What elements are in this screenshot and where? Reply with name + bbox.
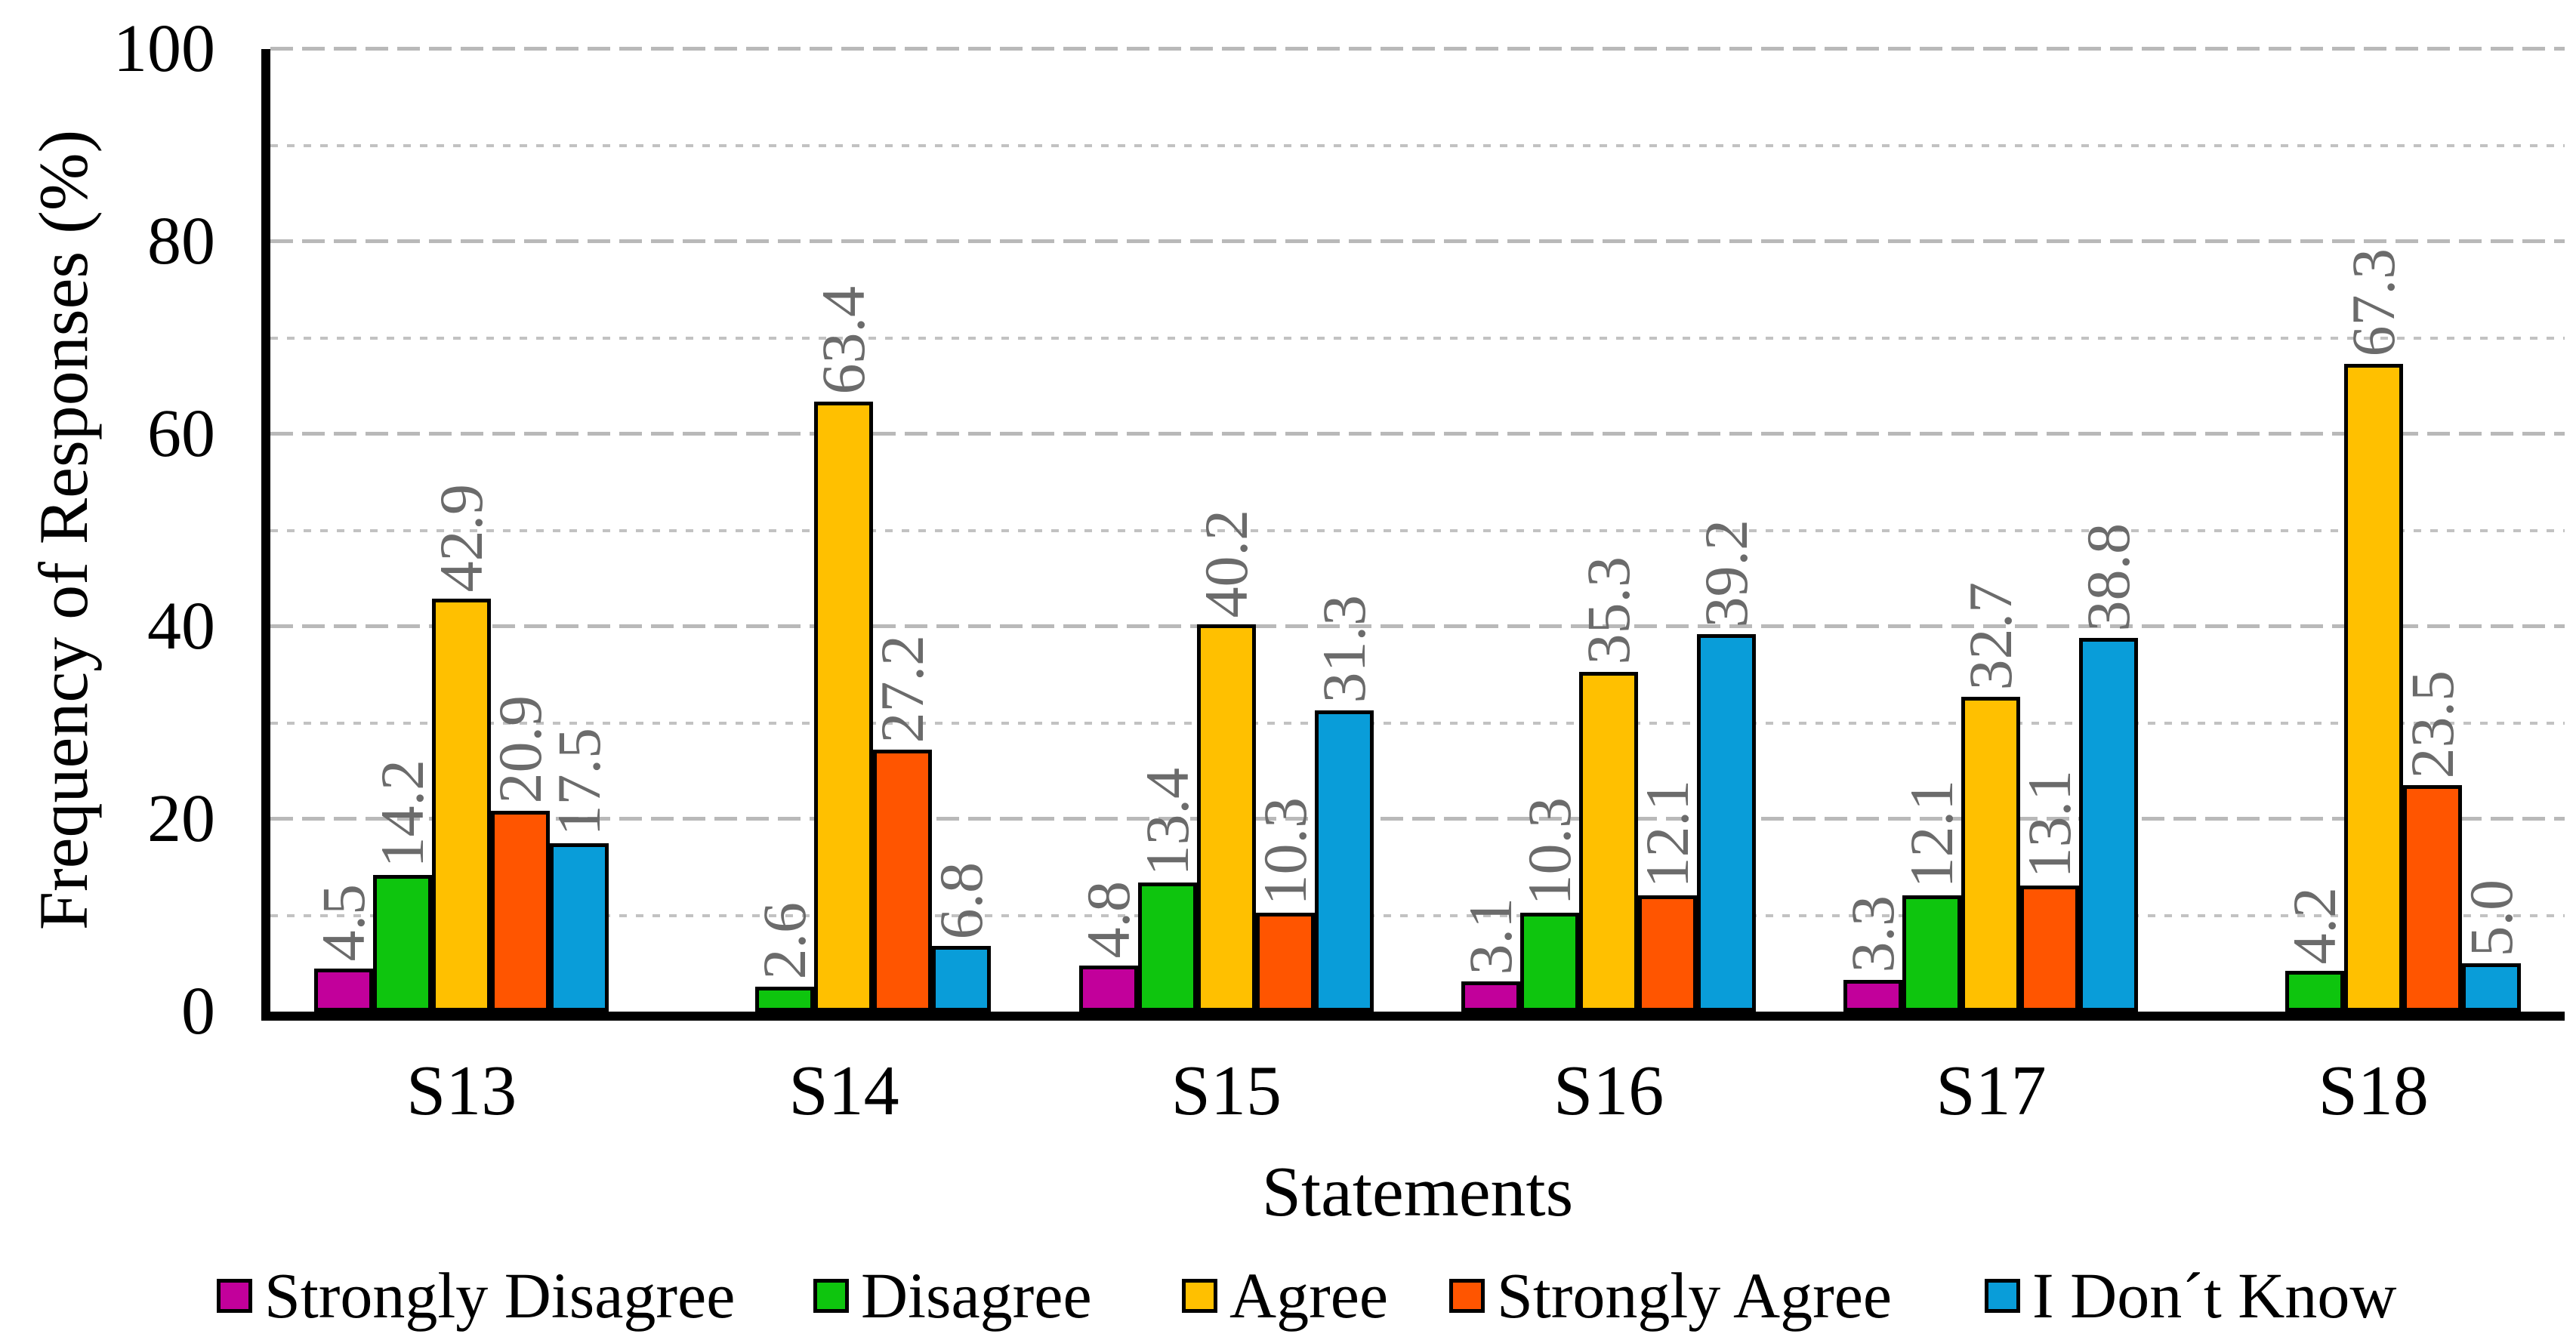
y-tick-label-40: 40 (147, 589, 215, 664)
bar-value-label: 5.0 (2456, 879, 2525, 957)
bar-value-label: 63.4 (809, 286, 878, 395)
x-tick-label-S18: S18 (2318, 1052, 2429, 1130)
y-tick-label-60: 60 (147, 396, 215, 471)
bar-S15-i-don-t-know: 31.3 (1310, 595, 1378, 1012)
bar-value-label: 4.8 (1073, 881, 1143, 959)
bar-value-label: 4.5 (309, 884, 378, 962)
plot-area: 4.5 14.2 42.9 20.9 17.5 2.6 63.4 27.2 6.8 4.8 13.4… (261, 47, 2565, 1021)
x-axis-ticks: S13 S14 S15 S16 S17 S18 (270, 1055, 2565, 1126)
bar-value-label: 17.5 (545, 728, 614, 836)
bar-value-label: 39.2 (1692, 519, 1761, 628)
bar-value-label: 23.5 (2397, 670, 2466, 779)
bar-value-label: 35.3 (1574, 556, 1643, 665)
bar-S18-strongly-agree: 23.5 (2398, 670, 2466, 1012)
y-tick-label-0: 0 (181, 974, 215, 1049)
legend-swatch (217, 1278, 252, 1313)
bar-S15-disagree: 13.4 (1133, 768, 1202, 1012)
bar-S14-strongly-agree: 27.2 (868, 635, 936, 1012)
bar-S13-strongly-disagree: 4.5 (309, 884, 378, 1012)
x-tick-label-S16: S16 (1553, 1052, 1664, 1130)
legend-label: I Don´t Know (2032, 1259, 2397, 1332)
legend-label: Strongly Disagree (264, 1259, 736, 1332)
bar-value-label: 27.2 (868, 634, 937, 744)
legend-swatch (1182, 1278, 1217, 1313)
bar-value-label: 13.4 (1132, 767, 1202, 876)
bar-S14-disagree: 2.6 (750, 902, 819, 1012)
bar-groups: 4.5 14.2 42.9 20.9 17.5 2.6 63.4 27.2 6.8 4.8 13.4… (270, 49, 2565, 1012)
y-tick-label-100: 100 (113, 11, 215, 86)
x-axis-title: Statements (1261, 1153, 1574, 1231)
bar-value-label: 14.2 (368, 759, 437, 868)
bar-S16-i-don-t-know: 39.2 (1692, 519, 1760, 1012)
bar-S17-agree: 32.7 (1956, 582, 2025, 1012)
bar-group-S15: 4.8 13.4 40.2 10.3 31.3 (1035, 49, 1418, 1012)
bar-value-label: 31.3 (1309, 595, 1378, 704)
bar-S15-strongly-disagree: 4.8 (1074, 881, 1143, 1012)
bar-S17-i-don-t-know: 38.8 (2074, 523, 2143, 1012)
bar-value-label: 3.3 (1838, 895, 1908, 973)
bar-S18-agree: 67.3 (2339, 248, 2408, 1012)
legend-swatch (1449, 1278, 1485, 1313)
legend-label: Agree (1229, 1259, 1389, 1332)
bar-value-label: 12.1 (1633, 780, 1702, 889)
bar-value-label: 10.3 (1515, 797, 1584, 906)
legend: Strongly Disagree Disagree Agree Strongly A… (0, 1259, 2576, 1335)
bar-group-S18: 4.2 67.3 23.5 5.0 (2183, 49, 2565, 1012)
bar-group-S17: 3.3 12.1 32.7 13.1 38.8 (1800, 49, 2182, 1012)
bar-S15-strongly-agree: 10.3 (1251, 797, 1319, 1012)
bar-value-label: 67.3 (2338, 248, 2408, 357)
bar-value-label: 38.8 (2074, 522, 2143, 632)
bar-value-label: 32.7 (1956, 581, 2025, 691)
bar-S13-disagree: 14.2 (368, 759, 437, 1012)
legend-label: Strongly Agree (1497, 1259, 1893, 1332)
bar-S16-disagree: 10.3 (1515, 797, 1584, 1012)
y-tick-label-20: 20 (147, 781, 215, 856)
legend-item-strongly-agree: Strongly Agree (1449, 1259, 1892, 1332)
bar-S18-disagree: 4.2 (2280, 887, 2349, 1012)
bar-value-label: 12.1 (1897, 780, 1967, 889)
bar-value-label: 6.8 (927, 861, 996, 940)
bar-S18-i-don-t-know: 5.0 (2457, 879, 2525, 1012)
bar-group-S13: 4.5 14.2 42.9 20.9 17.5 (270, 49, 652, 1012)
bar-group-S14: 2.6 63.4 27.2 6.8 (652, 49, 1035, 1012)
bar-value-label: 42.9 (427, 483, 496, 593)
bar-S17-strongly-disagree: 3.3 (1838, 895, 1907, 1012)
bar-value-label: 13.1 (2015, 770, 2084, 879)
legend-swatch (813, 1278, 849, 1313)
bar-value-label: 2.6 (750, 902, 819, 980)
bar-S16-agree: 35.3 (1574, 556, 1643, 1012)
bar-S17-strongly-agree: 13.1 (2015, 770, 2084, 1012)
x-tick-label-S14: S14 (788, 1052, 899, 1130)
bar-value-label: 40.2 (1191, 509, 1260, 618)
x-tick-label-S15: S15 (1171, 1052, 1282, 1130)
bar-value-label: 3.1 (1456, 897, 1526, 975)
bar-S13-strongly-agree: 20.9 (486, 695, 554, 1012)
bar-S16-strongly-agree: 12.1 (1633, 780, 1701, 1012)
bar-S14-i-don-t-know: 6.8 (927, 862, 995, 1012)
y-tick-label-80: 80 (147, 204, 215, 279)
bar-value-label: 20.9 (486, 695, 555, 804)
bar-value-label: 10.3 (1250, 797, 1319, 906)
bar-group-S16: 3.1 10.3 35.3 12.1 39.2 (1418, 49, 1800, 1012)
y-axis-line (261, 49, 270, 1021)
legend-swatch (1985, 1278, 2020, 1313)
x-tick-label-S13: S13 (406, 1052, 517, 1130)
legend-label: Disagree (861, 1259, 1092, 1332)
bar-value-label: 4.2 (2279, 886, 2349, 965)
bar-S14-agree: 63.4 (809, 286, 878, 1012)
bar-S16-strongly-disagree: 3.1 (1456, 898, 1525, 1012)
legend-item-i-don-t-know: I Don´t Know (1985, 1259, 2397, 1332)
x-axis-line (261, 1012, 2565, 1021)
legend-item-agree: Agree (1182, 1259, 1388, 1332)
bar-S17-disagree: 12.1 (1897, 780, 1966, 1012)
legend-item-strongly-disagree: Strongly Disagree (217, 1259, 735, 1332)
legend-item-disagree: Disagree (813, 1259, 1092, 1332)
x-tick-label-S17: S17 (1936, 1052, 2047, 1130)
bar-S13-agree: 42.9 (427, 484, 495, 1012)
bar-S13-i-don-t-know: 17.5 (545, 728, 613, 1012)
bar-S15-agree: 40.2 (1192, 510, 1260, 1012)
